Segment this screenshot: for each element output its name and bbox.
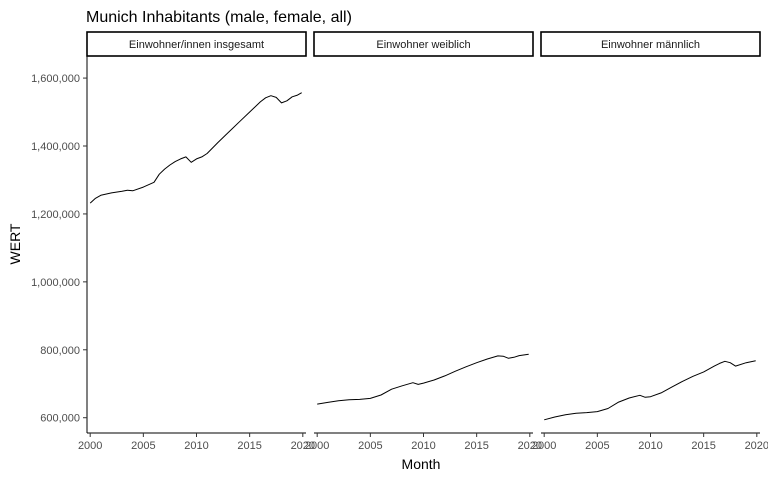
facet-strip (313, 31, 534, 57)
y-tick-label: 1,200,000 (31, 209, 80, 221)
y-tick-label: 800,000 (40, 345, 80, 357)
series-line (89, 92, 302, 204)
y-tick-label: 1,600,000 (31, 73, 80, 85)
facet-strip-label: Einwohner/innen insgesamt (129, 39, 264, 51)
series-line (544, 360, 756, 421)
facet-strip-label: Einwohner weiblich (376, 39, 470, 51)
series-line (317, 353, 529, 405)
x-axis-title: Month (402, 456, 441, 472)
x-tick-label: 2000 (305, 440, 329, 452)
facet-strip (86, 31, 307, 57)
facet-panel: Einwohner männlich 2000 2005 2010 2015 2020 (532, 31, 768, 452)
y-tick-label: 600,000 (40, 413, 80, 425)
facet-panels: Einwohner/innen insgesamt 2000 2005 2010 201… (78, 31, 768, 452)
x-tick-label: 2015 (691, 440, 715, 452)
y-tick-label: 1,000,000 (31, 277, 80, 289)
y-tick-label: 1,400,000 (31, 141, 80, 153)
x-tick-label: 2005 (358, 440, 382, 452)
chart-title: Munich Inhabitants (male, female, all) (86, 9, 352, 26)
x-tick-label: 2020 (518, 440, 542, 452)
y-axis: 600,000 800,000 1,000,000 1,200,000 1,400,00… (31, 56, 88, 433)
x-tick-label: 2010 (184, 440, 208, 452)
x-tick-label: 2010 (411, 440, 435, 452)
x-tick-label: 2005 (585, 440, 609, 452)
y-axis-title: WERT (7, 223, 23, 264)
facet-panel: Einwohner/innen insgesamt 2000 2005 2010 201… (78, 31, 315, 452)
x-tick-label: 2000 (532, 440, 556, 452)
x-tick-label: 2015 (237, 440, 261, 452)
x-tick-label: 2010 (638, 440, 662, 452)
facet-strip-label: Einwohner männlich (601, 39, 700, 51)
facet-strip (540, 31, 761, 57)
x-tick-label: 2015 (464, 440, 488, 452)
x-tick-label: 2005 (131, 440, 155, 452)
x-tick-label: 2020 (745, 440, 768, 452)
x-tick-label: 2020 (291, 440, 315, 452)
x-tick-label: 2000 (78, 440, 102, 452)
facet-panel: Einwohner weiblich 2000 2005 2010 2015 2020 (305, 31, 542, 452)
